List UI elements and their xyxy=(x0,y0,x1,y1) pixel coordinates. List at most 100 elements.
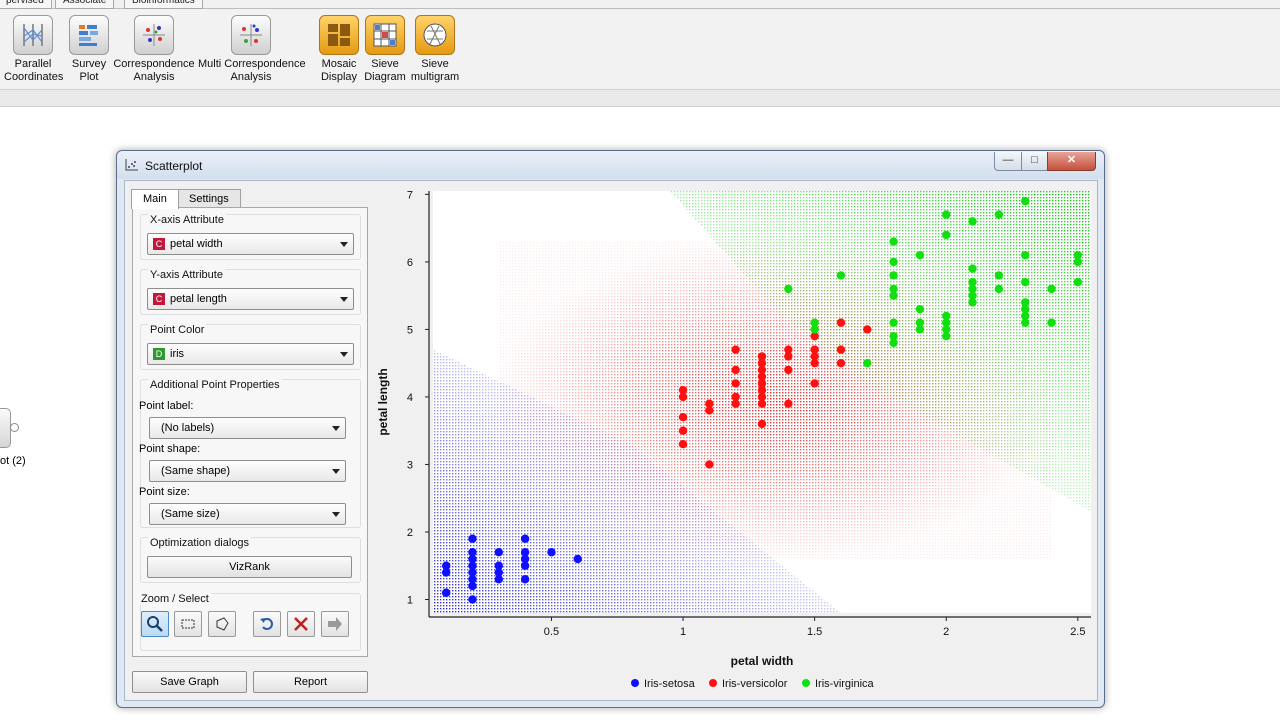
data-point xyxy=(1021,318,1030,327)
data-point xyxy=(468,534,477,543)
report-button[interactable]: Report xyxy=(253,671,368,693)
y-axis-value: petal length xyxy=(170,293,227,305)
minimize-button[interactable]: — xyxy=(994,152,1022,171)
undo-icon xyxy=(260,618,273,630)
y-axis-select[interactable]: C petal length xyxy=(147,288,354,310)
undo-button[interactable] xyxy=(253,611,281,637)
data-point xyxy=(942,230,951,240)
data-point xyxy=(836,271,846,280)
data-point xyxy=(757,419,767,429)
y-tick-label: 6 xyxy=(407,257,413,269)
chevron-down-icon xyxy=(340,242,348,247)
widget-sieve-multigram[interactable]: Sieve multigram xyxy=(408,15,462,84)
data-point xyxy=(1047,318,1056,327)
rectangle-select-icon xyxy=(181,619,195,629)
data-point xyxy=(889,338,898,348)
y-tick-label: 4 xyxy=(407,392,413,404)
point-shape-select[interactable]: (Same shape) xyxy=(149,460,346,482)
data-point xyxy=(1073,250,1083,260)
save-graph-button[interactable]: Save Graph xyxy=(132,671,247,693)
y-tick-label: 1 xyxy=(407,594,413,606)
scatterplot-window-icon xyxy=(125,159,138,171)
data-point xyxy=(889,257,898,267)
data-point xyxy=(494,568,503,577)
widget-parallel-coordinates[interactable]: Parallel Coordinates xyxy=(4,15,63,84)
widget-toolbar: Parallel Coordinates Survey Plot Corresp… xyxy=(0,9,1280,89)
point-color-value: iris xyxy=(170,348,185,360)
close-button[interactable]: ✕ xyxy=(1047,152,1096,171)
data-point xyxy=(994,284,1004,294)
send-selection-icon xyxy=(328,617,342,631)
lasso-select-button[interactable] xyxy=(208,611,236,637)
tab-main[interactable]: Main xyxy=(131,189,179,209)
tab-bioinformatics[interactable]: Bioinformatics xyxy=(124,0,203,9)
widget-sieve-diagram[interactable]: Sieve Diagram xyxy=(363,15,407,84)
legend-marker xyxy=(802,679,810,687)
remove-selection-icon xyxy=(294,617,308,631)
data-point xyxy=(942,331,951,341)
zoom-select-group: Zoom / Select xyxy=(139,593,361,651)
rectangle-select-button[interactable] xyxy=(174,611,202,637)
data-point xyxy=(784,284,793,294)
tab-associate[interactable]: Associate xyxy=(55,0,115,9)
data-point xyxy=(757,372,767,381)
widget-correspondence-analysis[interactable]: Correspondence Analysis xyxy=(113,15,195,84)
data-point xyxy=(968,277,977,287)
data-point xyxy=(731,392,740,402)
y-axis-group: Y-axis Attribute C petal length xyxy=(140,269,361,315)
tab-unsupervised[interactable]: pervised xyxy=(0,0,52,9)
x-tick-label: 0.5 xyxy=(544,626,559,638)
data-point xyxy=(468,568,477,577)
point-label-select[interactable]: (No labels) xyxy=(149,417,346,439)
additional-properties-group: Additional Point Properties Point label:… xyxy=(139,379,361,528)
canvas-node-label: ot (2) xyxy=(0,455,26,467)
y-tick-label: 5 xyxy=(407,324,413,336)
point-shape-value: (Same shape) xyxy=(161,465,231,477)
tab-settings[interactable]: Settings xyxy=(177,189,241,208)
vizrank-button[interactable]: VizRank xyxy=(147,556,352,578)
continuous-type-icon: C xyxy=(153,238,165,250)
data-point xyxy=(757,365,767,375)
chevron-down-icon xyxy=(340,297,348,302)
data-point xyxy=(468,595,477,604)
widget-mosaic-display[interactable]: Mosaic Display xyxy=(316,15,362,84)
plot-axes: 0.5 1 1.5 2 2.5 1 2 3 4 5 6 7 xyxy=(407,189,1091,638)
data-point xyxy=(915,304,925,314)
legend-label: Iris-setosa xyxy=(644,678,696,690)
x-axis-title: X-axis Attribute xyxy=(148,214,226,226)
widget-multi-correspondence-analysis[interactable]: Multi Correspondence Analysis xyxy=(198,15,306,84)
data-point xyxy=(810,379,819,388)
scatterplot-chart[interactable]: 0.5 1 1.5 2 2.5 1 2 3 4 5 6 7 petal width petal len… xyxy=(373,181,1097,700)
data-point xyxy=(810,345,819,354)
data-point xyxy=(520,548,530,557)
x-axis-label: petal width xyxy=(731,654,794,668)
data-point xyxy=(784,365,793,375)
data-point xyxy=(942,318,951,327)
data-point xyxy=(784,345,793,354)
data-point xyxy=(1021,196,1030,206)
point-label-value: (No labels) xyxy=(161,422,215,434)
data-point xyxy=(915,318,925,327)
data-point xyxy=(547,548,556,557)
send-selection-button[interactable] xyxy=(321,611,349,637)
data-point xyxy=(731,399,740,408)
data-point xyxy=(942,210,951,219)
zoom-tool-button[interactable] xyxy=(141,611,169,637)
window-client-area: Main Settings X-axis Attribute C petal w… xyxy=(124,180,1098,701)
point-color-select[interactable]: D iris xyxy=(147,343,354,365)
widget-survey-plot[interactable]: Survey Plot xyxy=(64,15,114,84)
data-point xyxy=(468,561,477,570)
sieve-diagram-icon xyxy=(365,15,405,55)
node-connector[interactable] xyxy=(10,423,19,432)
data-point xyxy=(520,575,530,584)
data-point xyxy=(520,534,530,543)
widget-label: Correspondence Analysis xyxy=(113,58,195,83)
zoom-select-title: Zoom / Select xyxy=(139,593,211,605)
x-axis-select[interactable]: C petal width xyxy=(147,233,354,255)
window-titlebar[interactable]: Scatterplot — □ ✕ xyxy=(117,151,1104,179)
data-point xyxy=(968,284,977,294)
mosaic-display-icon xyxy=(319,15,359,55)
maximize-button[interactable]: □ xyxy=(1021,152,1048,171)
point-size-select[interactable]: (Same size) xyxy=(149,503,346,525)
remove-selection-button[interactable] xyxy=(287,611,315,637)
